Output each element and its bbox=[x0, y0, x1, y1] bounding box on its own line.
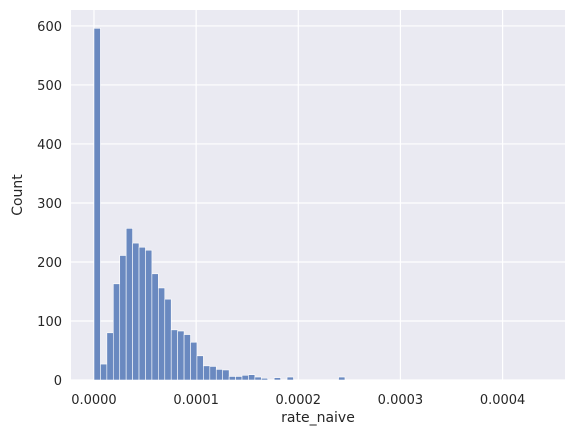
x-tick-label: 0.0002 bbox=[276, 393, 322, 408]
histogram-bar bbox=[254, 376, 262, 381]
histogram-bar bbox=[158, 287, 166, 381]
histogram-bar bbox=[261, 377, 269, 381]
histogram-bar bbox=[119, 255, 127, 381]
histogram-bar bbox=[222, 369, 230, 381]
histogram-bar bbox=[203, 365, 211, 381]
y-tick-label: 400 bbox=[37, 138, 62, 153]
histogram-bar bbox=[164, 298, 172, 381]
y-tick-label: 200 bbox=[37, 256, 62, 271]
histogram-bar bbox=[138, 246, 146, 381]
histogram-bar bbox=[125, 228, 133, 381]
x-tick-labels: 0.0000 0.0001 0.0002 0.0003 0.0004 bbox=[71, 393, 525, 408]
histogram-bar bbox=[190, 341, 198, 381]
y-tick-label: 500 bbox=[37, 79, 62, 94]
histogram-bar bbox=[209, 366, 217, 381]
histogram-bar bbox=[145, 249, 153, 381]
grid-lines bbox=[71, 10, 565, 381]
histogram-bar bbox=[215, 369, 223, 381]
histogram-bar bbox=[170, 329, 178, 381]
x-tick-label: 0.0003 bbox=[378, 393, 424, 408]
y-tick-label: 100 bbox=[37, 315, 62, 330]
histogram-bar bbox=[177, 330, 185, 381]
histogram-bar bbox=[100, 363, 108, 381]
y-tick-labels: 0 100 200 300 400 500 600 bbox=[37, 20, 62, 389]
histogram-bar bbox=[228, 376, 236, 381]
histogram-bar bbox=[273, 377, 281, 381]
histogram-bar bbox=[132, 242, 140, 381]
histogram-bar bbox=[112, 283, 121, 381]
y-tick-label: 600 bbox=[37, 20, 62, 35]
histogram-bar bbox=[241, 374, 249, 381]
y-tick-label: 300 bbox=[37, 197, 62, 212]
histogram-bar bbox=[93, 27, 101, 381]
x-tick-label: 0.0004 bbox=[480, 393, 526, 408]
x-tick-label: 0.0001 bbox=[173, 393, 219, 408]
histogram-bar bbox=[151, 273, 159, 381]
histogram-bar bbox=[248, 374, 256, 381]
x-tick-label: 0.0000 bbox=[71, 393, 117, 408]
histogram-bar bbox=[183, 334, 191, 381]
histogram-bar bbox=[196, 355, 204, 381]
histogram-bar bbox=[338, 376, 346, 381]
histogram-bars bbox=[93, 27, 346, 381]
y-axis-label: Count bbox=[10, 174, 26, 216]
y-tick-label: 0 bbox=[54, 374, 62, 389]
x-axis-label: rate_naive bbox=[281, 410, 355, 426]
histogram-bar bbox=[286, 376, 294, 381]
histogram-bar bbox=[235, 376, 243, 381]
histogram-bar bbox=[106, 332, 114, 381]
